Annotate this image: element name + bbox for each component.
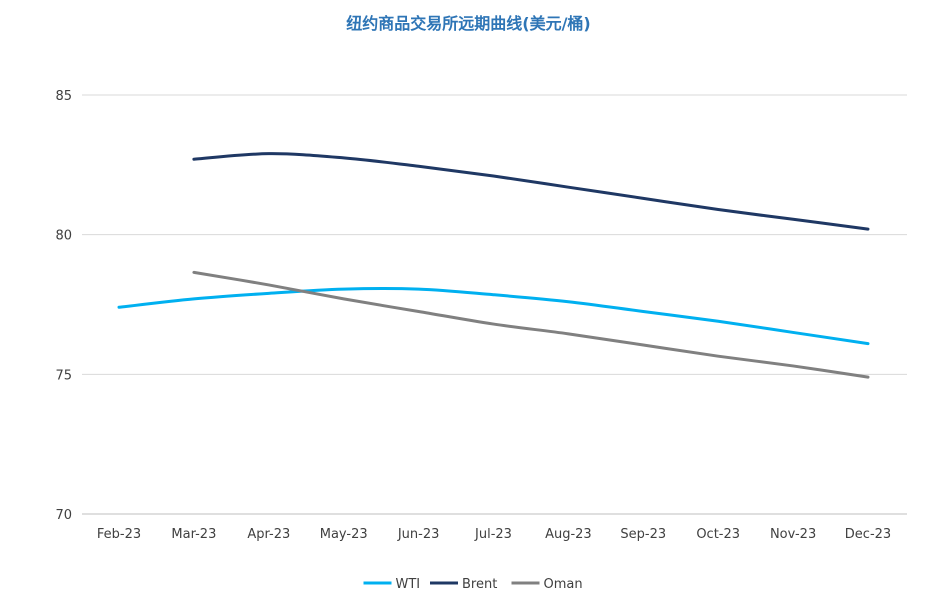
x-tick-label: Jul-23	[474, 527, 512, 542]
y-tick-label: 70	[55, 508, 72, 523]
x-tick-label: Mar-23	[171, 527, 216, 542]
axis-labels: 70 75 80 85 Feb-23 Mar-23 Apr-23 May-23 Jun-23 Ju…	[55, 89, 891, 542]
x-tick-label: Aug-23	[545, 527, 592, 542]
series-line-oman	[192, 270, 870, 379]
x-tick-label: Apr-23	[247, 527, 290, 542]
series-line-brent	[192, 152, 870, 231]
x-tick-label: May-23	[320, 527, 368, 542]
y-tick-label: 75	[55, 368, 72, 383]
x-tick-label: Feb-23	[97, 527, 141, 542]
y-tick-label: 85	[55, 89, 72, 104]
legend-item-wti: WTI	[363, 577, 421, 592]
legend-label: Oman	[544, 577, 583, 592]
legend-item-brent: Brent	[430, 577, 497, 592]
legend: WTI Brent Oman	[363, 577, 583, 592]
legend-label: Brent	[462, 577, 497, 592]
x-tick-label: Oct-23	[696, 527, 740, 542]
series-line-wti	[117, 287, 870, 346]
chart-title: 纽约商品交易所远期曲线(美元/桶)	[346, 14, 591, 33]
gridlines	[82, 94, 907, 515]
legend-label: WTI	[396, 577, 421, 592]
x-tick-label: Jun-23	[397, 527, 440, 542]
y-tick-label: 80	[55, 229, 72, 244]
x-tick-label: Dec-23	[845, 527, 891, 542]
x-tick-label: Sep-23	[620, 527, 666, 542]
series-lines	[117, 152, 870, 379]
legend-item-oman: Oman	[511, 577, 583, 592]
x-tick-label: Nov-23	[770, 527, 816, 542]
